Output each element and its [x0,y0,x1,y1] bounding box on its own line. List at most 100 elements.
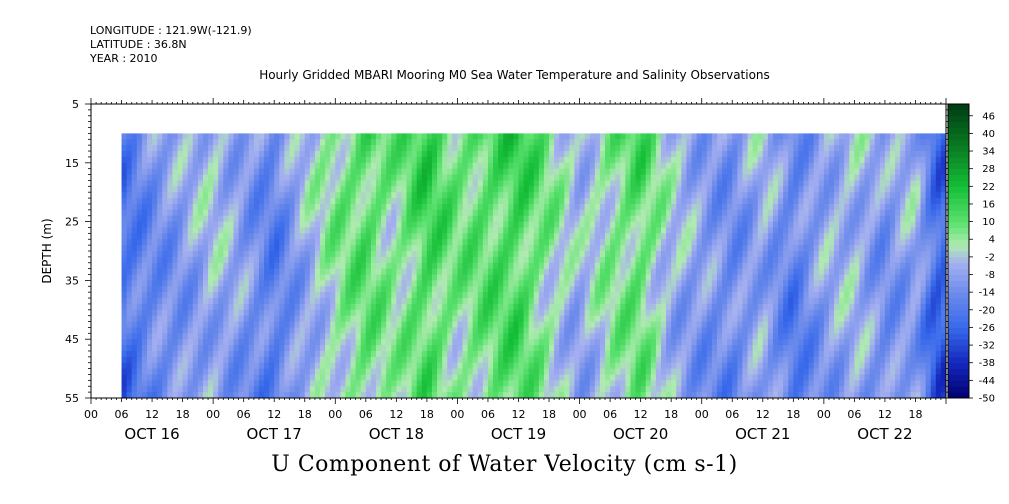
heatmap-cell [437,192,443,199]
heatmap-cell [661,356,667,364]
heatmap-cell [559,333,565,340]
heatmap-cell [467,262,474,270]
heatmap-cell [320,333,326,340]
heatmap-cell [243,156,250,164]
heatmap-cell [452,286,459,293]
heatmap-cell [610,274,616,281]
heatmap-cell [299,280,306,287]
heatmap-cell [223,268,230,276]
heatmap-cell [630,227,637,234]
heatmap-cell [574,162,581,170]
heatmap-cell [661,245,667,252]
heatmap-cell [676,374,682,381]
heatmap-cell [350,368,357,376]
heatmap-cell [452,386,459,393]
heatmap-cell [615,215,621,223]
heatmap-cell [487,315,494,323]
heatmap-cell [314,256,321,264]
heatmap-cell [472,268,479,276]
heatmap-cell [335,309,341,317]
heatmap-cell [208,162,214,170]
heatmap-cell [289,356,296,364]
heatmap-cell [605,180,611,187]
heatmap-cell [671,262,677,270]
heatmap-cell [345,162,352,170]
heatmap-cell [421,292,428,299]
heatmap-cell [528,368,535,376]
heatmap-cell [630,345,637,352]
heatmap-cell [360,145,367,152]
heatmap-cell [192,327,199,334]
heatmap-cell [248,303,255,311]
heatmap-cell [431,168,438,176]
heatmap-cell [640,145,647,152]
heatmap-cell [213,203,219,211]
heatmap-cell [569,374,576,381]
heatmap-cell [452,268,459,276]
heatmap-cell [681,321,688,329]
heatmap-cell [549,245,555,252]
heatmap-cell [370,198,377,205]
heatmap-cell [452,262,459,270]
heatmap-cell [202,380,209,387]
heatmap-cell [126,392,133,398]
heatmap-cell [661,298,667,305]
heatmap-cell [274,374,280,381]
heatmap-cell [269,151,275,158]
heatmap-cell [538,392,545,398]
heatmap-cell [457,198,464,205]
heatmap-cell [152,362,158,370]
heatmap-cell [304,274,311,281]
heatmap-cell [243,198,250,205]
heatmap-cell [141,274,148,281]
heatmap-cell [635,180,642,187]
heatmap-cell [666,180,672,187]
heatmap-cell [202,233,209,240]
heatmap-cell [391,203,397,211]
heatmap-cell [289,168,296,176]
heatmap-cell [426,162,433,170]
heatmap-cell [177,350,184,358]
heatmap-cell [650,203,657,211]
heatmap-cell [141,356,148,364]
heatmap-cell [391,215,397,223]
heatmap-cell [299,203,306,211]
heatmap-cell [167,315,174,323]
heatmap-cell [274,280,280,287]
heatmap-cell [187,174,194,182]
heatmap-cell [350,333,357,340]
heatmap-cell [645,156,652,164]
heatmap-cell [487,227,494,234]
heatmap-cell [141,321,148,329]
heatmap-cell [513,327,520,334]
heatmap-cell [152,245,158,252]
heatmap-cell [426,386,433,393]
heatmap-cell [386,315,392,323]
heatmap-cell [625,162,632,170]
heatmap-cell [136,286,143,293]
heatmap-cell [589,168,596,176]
heatmap-cell [228,180,235,187]
heatmap-cell [549,186,555,193]
heatmap-cell [365,156,372,164]
heatmap-cell [131,209,138,217]
heatmap-cell [421,221,428,229]
heatmap-cell [426,209,433,217]
heatmap-cell [416,221,423,229]
heatmap-cell [482,251,489,258]
heatmap-cell [462,227,469,234]
heatmap-cell [121,180,128,187]
heatmap-cell [167,198,174,205]
heatmap-cell [661,315,667,323]
heatmap-cell [477,339,484,346]
heatmap-cell [376,209,382,217]
heatmap-cell [655,256,662,264]
heatmap-cell [238,333,245,340]
heatmap-cell [538,368,545,376]
heatmap-cell [345,239,352,246]
heatmap-cell [416,203,423,211]
heatmap-cell [538,274,545,281]
heatmap-cell [167,227,174,234]
heatmap-cell [157,198,163,205]
heatmap-cell [640,139,647,146]
